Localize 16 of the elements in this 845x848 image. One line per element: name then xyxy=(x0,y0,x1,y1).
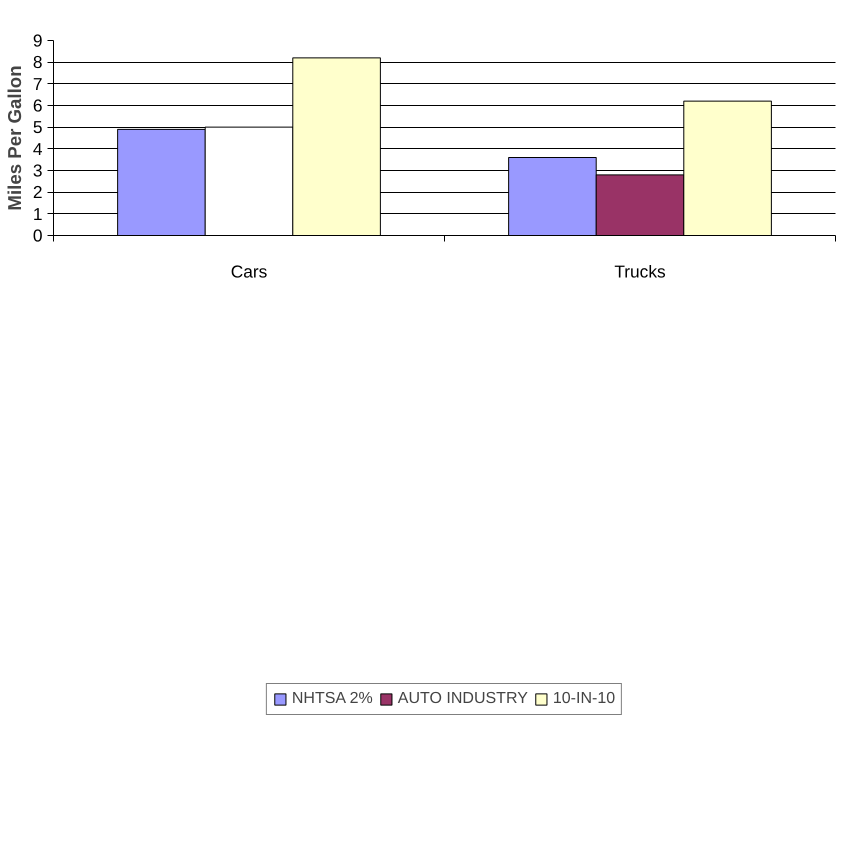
y-tick-label: 8 xyxy=(32,52,43,72)
y-tick-label: 6 xyxy=(32,96,43,116)
y-axis-title: Miles Per Gallon xyxy=(4,65,25,211)
legend-label: NHTSA 2% xyxy=(292,690,373,708)
x-tick-label: Trucks xyxy=(614,262,666,282)
y-tick-label: 7 xyxy=(32,74,43,94)
y-tick-label: 9 xyxy=(32,30,43,50)
y-tick-label: 3 xyxy=(32,160,43,180)
y-tick-label: 2 xyxy=(32,182,43,202)
legend-label: AUTO INDUSTRY xyxy=(398,690,528,708)
x-tick-label: Cars xyxy=(230,262,268,282)
y-tick-label: 4 xyxy=(32,138,43,159)
legend-label: 10-IN-10 xyxy=(552,690,616,708)
y-tick-label: 0 xyxy=(32,226,43,246)
y-tick-label: 5 xyxy=(32,117,43,138)
y-tick-label: 1 xyxy=(32,204,43,224)
